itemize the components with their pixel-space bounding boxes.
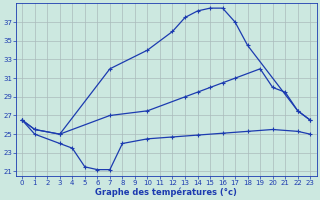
X-axis label: Graphe des températures (°c): Graphe des températures (°c) — [95, 187, 237, 197]
